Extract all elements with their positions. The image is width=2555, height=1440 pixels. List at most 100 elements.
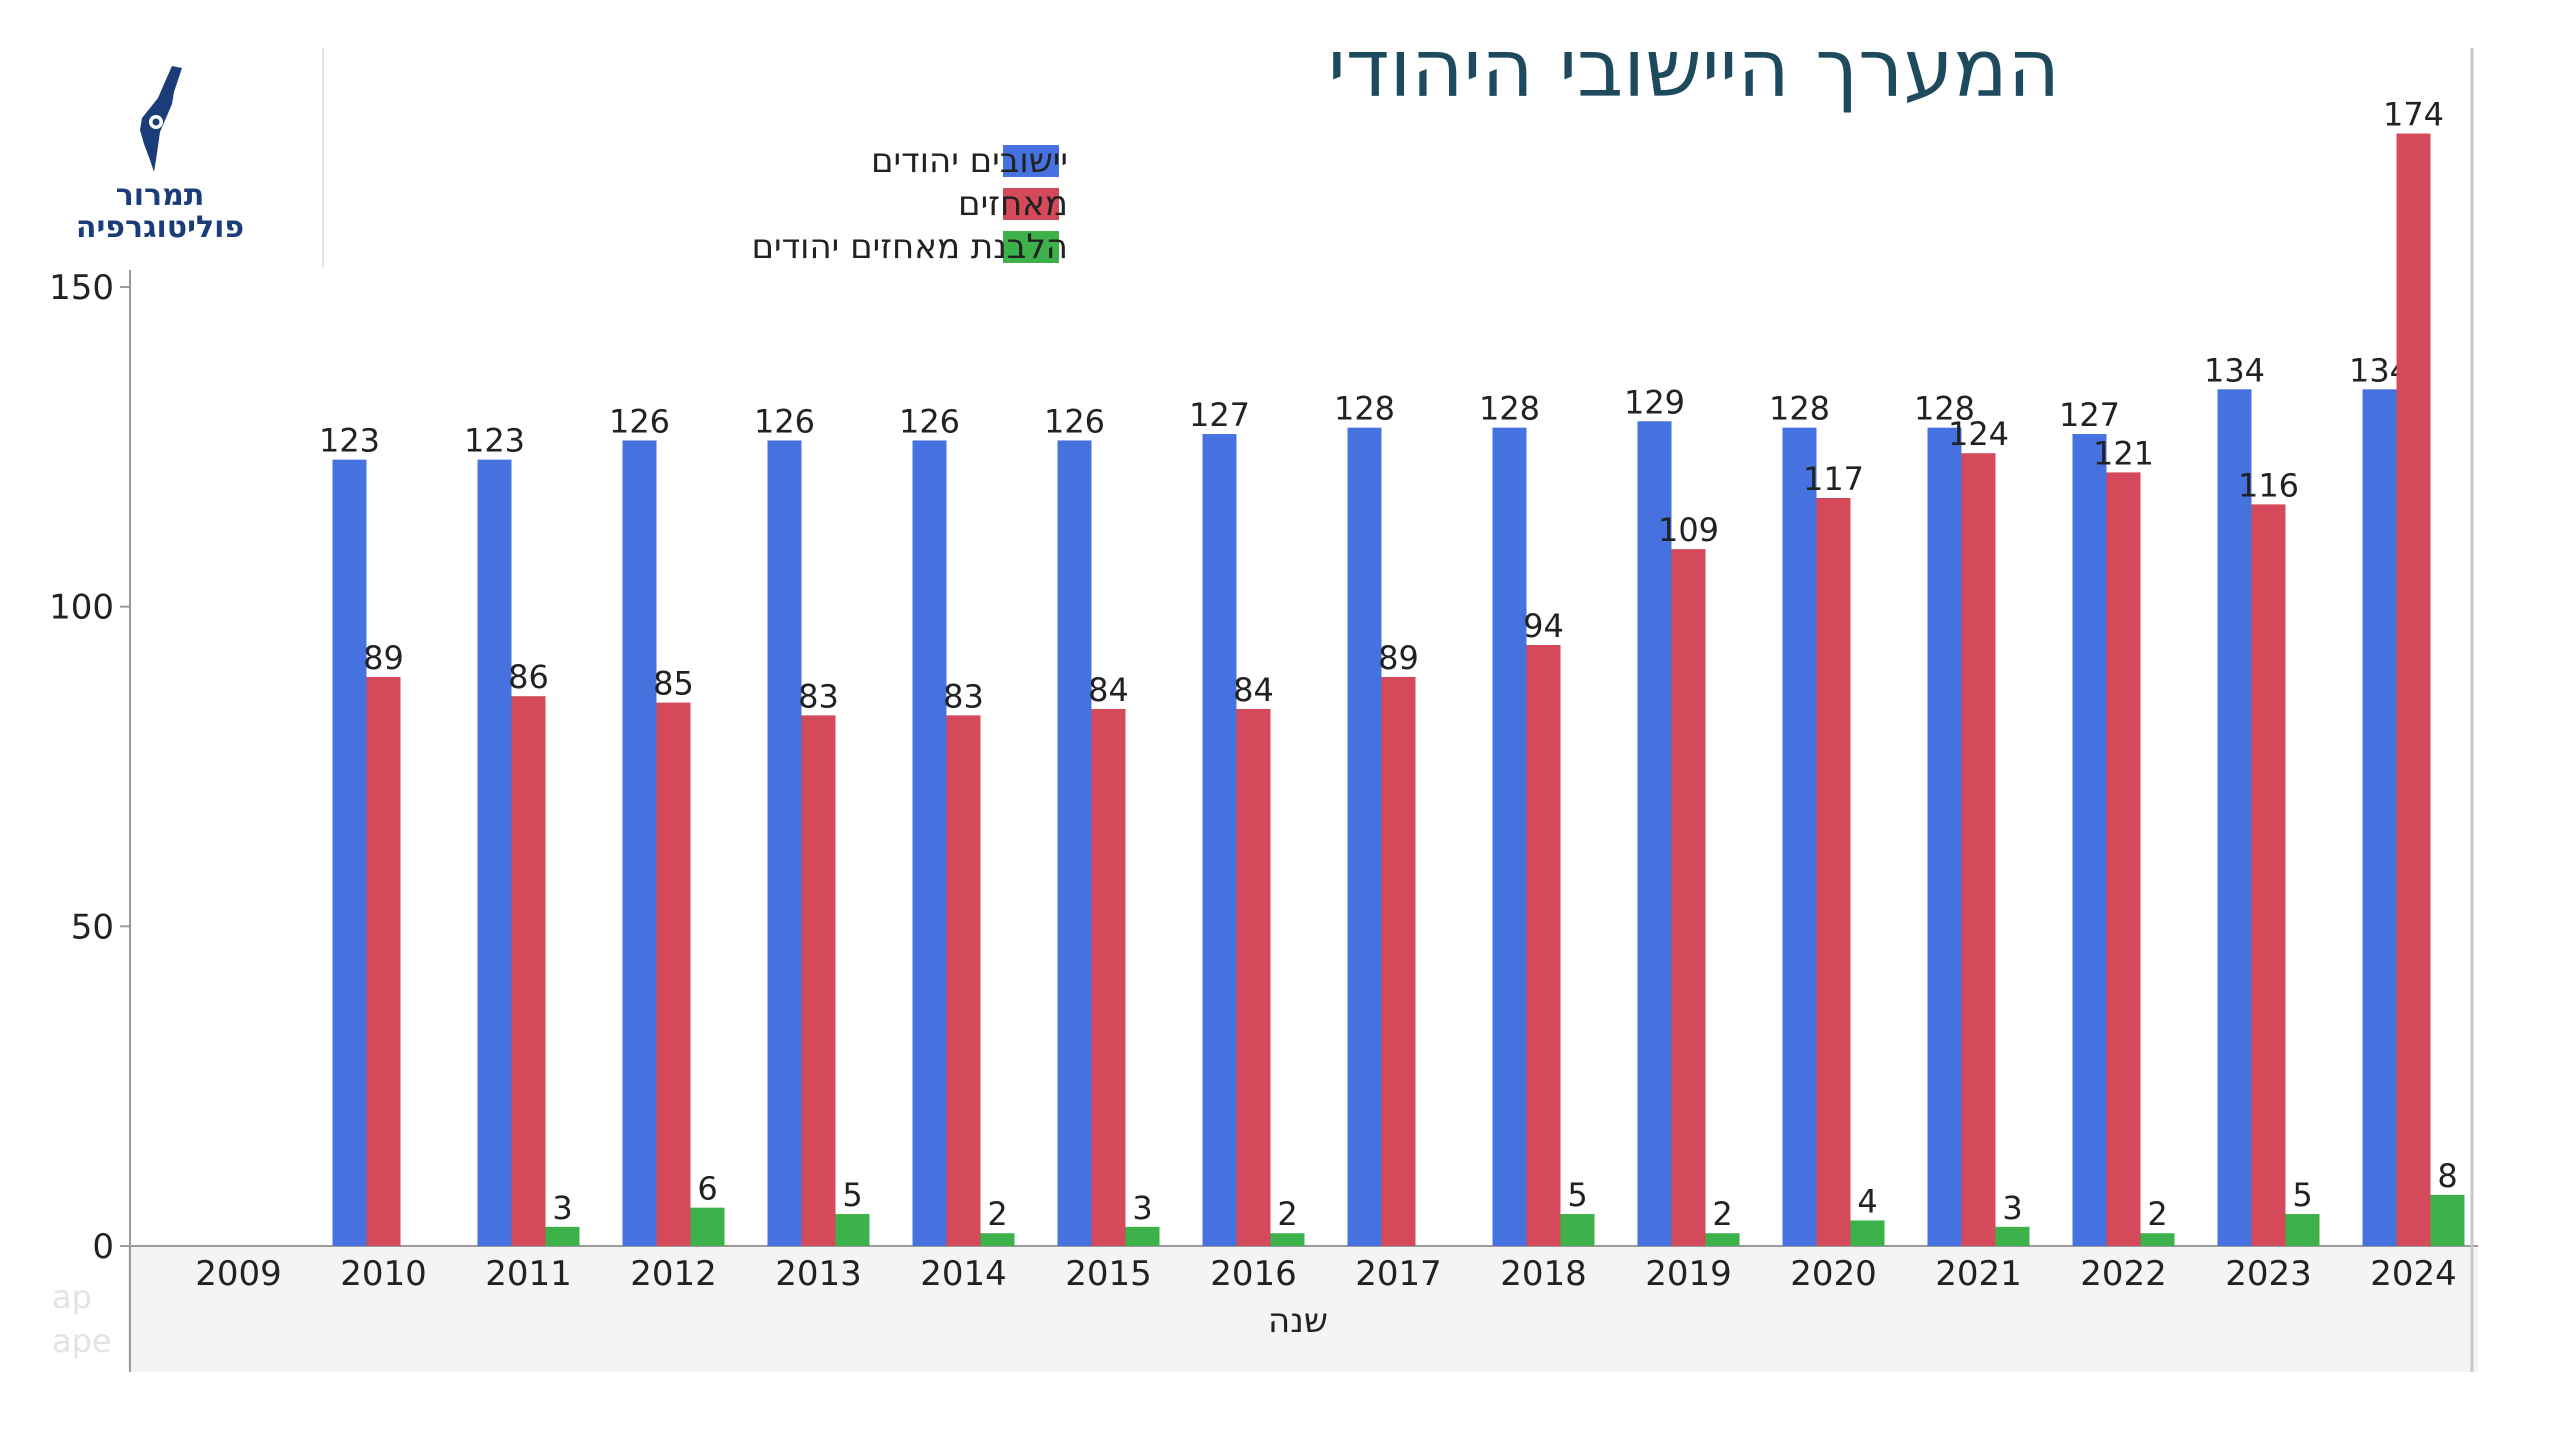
x-tick-label: 2016: [1210, 1254, 1297, 1294]
bar: [2396, 133, 2431, 1246]
bar: [1850, 1220, 1885, 1246]
bar: [2285, 1214, 2320, 1246]
legend-label: מאחזים: [958, 184, 1068, 224]
bar: [1671, 549, 1706, 1246]
bar-value-label: 2: [1277, 1195, 1297, 1233]
bar-value-label: 123: [319, 422, 380, 460]
bar: [1270, 1233, 1305, 1246]
x-tick-labels: 2009 2010 2011 2012 2013 2014 2015 2016 2017 2018…: [195, 1254, 2457, 1294]
x-axis-title: שנה: [1268, 1301, 1328, 1341]
bar: [1637, 421, 1672, 1246]
bar: [1927, 427, 1962, 1246]
bar-value-label: 2: [987, 1195, 1007, 1233]
bar: [835, 1214, 870, 1246]
bar-value-label: 116: [2238, 466, 2299, 504]
bar: [1492, 427, 1527, 1246]
y-tick-label: 150: [49, 268, 114, 308]
logo-divider: [322, 48, 324, 268]
bar-value-label: 134: [2204, 351, 2265, 389]
legend-swatch: [1003, 188, 1059, 220]
x-tick-label: 2014: [920, 1254, 1007, 1294]
bar-value-label: 89: [1378, 639, 1419, 677]
bar: [1236, 708, 1271, 1246]
bar-value-label: 126: [609, 402, 670, 440]
x-tick-label: 2011: [485, 1254, 572, 1294]
x-tick-label: 2013: [775, 1254, 862, 1294]
bar-value-label: 2: [2147, 1195, 2167, 1233]
bar: [980, 1233, 1015, 1246]
israel-map-icon: [140, 66, 182, 172]
bar-value-label: 94: [1523, 607, 1564, 645]
bar: [511, 696, 546, 1246]
x-tick-label: 2017: [1355, 1254, 1442, 1294]
bar-value-label: 129: [1624, 383, 1685, 421]
bar-value-label: 4: [1857, 1182, 1877, 1220]
legend-label: יישובים יהודים: [871, 141, 1068, 181]
bar-value-label: 126: [899, 402, 960, 440]
legend-swatch: [1003, 145, 1059, 177]
bar: [801, 715, 836, 1246]
bar: [2362, 389, 2397, 1246]
y-tick-label: 0: [92, 1227, 114, 1267]
x-tick-label: 2022: [2080, 1254, 2167, 1294]
bar: [1526, 645, 1561, 1246]
bar: [2140, 1233, 2175, 1246]
bar-value-label: 174: [2383, 96, 2444, 134]
bar-value-label: 127: [2059, 396, 2120, 434]
bar-value-label: 2: [1712, 1195, 1732, 1233]
y-tick-label: 50: [71, 907, 114, 947]
bar-value-label: 127: [1189, 396, 1250, 434]
bar: [366, 676, 401, 1246]
bar-value-label: 85: [653, 665, 694, 703]
x-tick-label: 2015: [1065, 1254, 1152, 1294]
logo: תמרור פוליטוגרפיה: [60, 60, 260, 250]
bars-group: 123 89 123 86 3 126 85 6 126 83 5 126 83 2 126 84 3 127 84…: [319, 96, 2465, 1247]
x-tick-label: 2009: [195, 1254, 282, 1294]
bar-value-label: 5: [842, 1176, 862, 1214]
bar: [1125, 1226, 1160, 1246]
bar: [1091, 708, 1126, 1246]
bar-value-label: 5: [1567, 1176, 1587, 1214]
bar: [1347, 427, 1382, 1246]
bar: [1202, 434, 1237, 1247]
bar: [912, 440, 947, 1246]
bar-value-label: 121: [2093, 434, 2154, 472]
bar: [2430, 1194, 2465, 1246]
bar-value-label: 83: [798, 677, 839, 715]
bar: [1961, 453, 1996, 1246]
bar: [767, 440, 802, 1246]
bar-value-label: 123: [464, 422, 525, 460]
bar-value-label: 86: [508, 658, 549, 696]
bar-value-label: 128: [1914, 390, 1975, 428]
bar-value-label: 128: [1334, 390, 1395, 428]
bar-value-label: 126: [1044, 402, 1105, 440]
bar-value-label: 3: [2002, 1189, 2022, 1227]
bar: [656, 702, 691, 1246]
bar: [2072, 434, 2107, 1247]
bar: [690, 1207, 725, 1246]
bar: [1995, 1226, 2030, 1246]
bar-value-label: 83: [943, 677, 984, 715]
bar-value-label: 3: [1132, 1189, 1152, 1227]
bar-value-label: 84: [1233, 671, 1274, 709]
x-tick-label: 2020: [1790, 1254, 1877, 1294]
bar-value-label: 84: [1088, 671, 1129, 709]
bar-value-label: 117: [1803, 460, 1864, 498]
page-title: המערך היישובי היהודי: [1327, 22, 2060, 115]
bar: [477, 459, 512, 1246]
bar: [622, 440, 657, 1246]
bar-value-label: 3: [552, 1189, 572, 1227]
x-tick-label: 2024: [2370, 1254, 2457, 1294]
bar-value-label: 6: [697, 1170, 717, 1208]
bar: [1705, 1233, 1740, 1246]
bar-value-label: 126: [754, 402, 815, 440]
x-tick-label: 2021: [1935, 1254, 2022, 1294]
bar-value-label: 124: [1948, 415, 2009, 453]
x-tick-label: 2023: [2225, 1254, 2312, 1294]
x-tick-label: 2012: [630, 1254, 717, 1294]
x-tick-label: 2010: [340, 1254, 427, 1294]
bar-value-label: 109: [1658, 511, 1719, 549]
bar: [1381, 676, 1416, 1246]
watermark-text-1: ap: [52, 1278, 92, 1316]
